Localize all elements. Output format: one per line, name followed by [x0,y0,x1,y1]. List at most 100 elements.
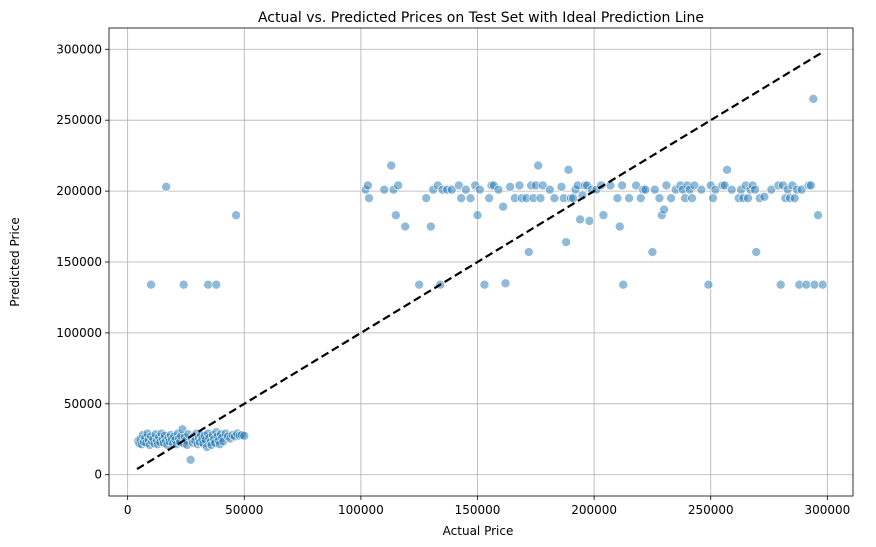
data-point [447,184,457,195]
data-point [472,210,483,220]
data-point [561,237,571,247]
data-point [456,193,466,203]
data-point [178,279,189,290]
y-tick-label: 100000 [56,326,102,340]
data-point [801,279,812,290]
data-point [751,247,762,257]
data-point [759,191,770,202]
data-point [505,182,515,192]
data-point [538,180,548,191]
data-point [500,278,511,289]
data-point [533,160,543,171]
data-point [363,180,373,191]
y-tick-label: 200000 [56,184,102,198]
data-point [514,180,525,191]
x-tick-label: 150000 [455,503,501,517]
data-point [726,184,737,195]
grid-lines [109,28,853,496]
data-point [640,184,651,195]
x-tick-label: 200000 [571,503,617,517]
data-point [703,279,714,290]
data-point [386,160,397,171]
y-tick-label: 250000 [56,113,102,127]
data-point [696,184,707,195]
data-point [524,247,534,257]
data-point [535,193,546,203]
data-point [211,279,222,290]
data-point [498,201,508,212]
data-point [750,184,760,195]
data-point [647,247,658,257]
data-point [661,180,672,191]
data-point [708,193,718,203]
data-point [426,221,436,232]
data-point [400,221,411,232]
data-point [364,193,374,203]
chart-title: Actual vs. Predicted Prices on Test Set … [258,10,704,26]
data-point [687,193,697,203]
data-point [161,182,171,192]
data-point [722,165,732,175]
data-point [421,193,431,203]
y-tick-label: 50000 [64,397,102,411]
data-point [614,221,625,232]
data-point [612,193,623,203]
y-tick-label: 0 [94,468,102,482]
data-point [393,180,404,191]
data-point [649,184,660,195]
data-point [556,182,567,192]
data-point [789,193,800,203]
data-point [414,279,424,290]
data-point [203,279,213,290]
data-point [185,455,196,465]
y-axis-ticks: 0 50000 100000 150000 200000 250000 300000 [56,42,109,482]
data-point [766,184,777,195]
data-point [631,180,641,191]
data-point [617,180,627,191]
data-point [549,193,560,203]
y-axis-label: Predicted Price [8,217,22,306]
scatter-points [133,94,828,465]
data-point [545,184,555,195]
data-point [379,184,390,195]
x-tick-label: 0 [124,503,132,517]
x-axis-label: Actual Price [443,524,514,538]
data-point [479,279,490,290]
data-point [710,184,721,195]
ideal-line-path [136,51,824,470]
data-point [689,180,700,191]
data-point [563,165,574,175]
data-point [809,279,820,290]
data-point [598,210,609,220]
data-point [813,210,823,220]
data-point [719,180,730,191]
data-point [666,193,676,203]
ideal-prediction-line [136,51,824,470]
x-tick-label: 300000 [804,503,850,517]
y-tick-label: 300000 [56,42,102,56]
data-point [465,193,476,203]
data-point [775,279,786,290]
data-point [461,184,471,195]
data-point [146,279,156,290]
data-point [575,214,585,225]
data-point [654,193,665,203]
y-tick-label: 150000 [56,255,102,269]
x-tick-label: 100000 [338,503,384,517]
x-axis-ticks: 0 50000 100000 150000 200000 250000 300000 [124,496,850,517]
x-tick-label: 50000 [225,503,263,517]
data-point [659,204,669,215]
data-point [618,279,629,290]
data-point [231,210,241,220]
data-point [454,180,464,191]
data-point [743,193,753,203]
data-point [484,193,494,203]
x-tick-label: 250000 [688,503,734,517]
data-point [584,216,595,226]
data-point [239,430,250,441]
data-point [635,193,646,203]
data-point [808,94,819,104]
data-point [796,184,807,195]
data-point [568,193,578,203]
